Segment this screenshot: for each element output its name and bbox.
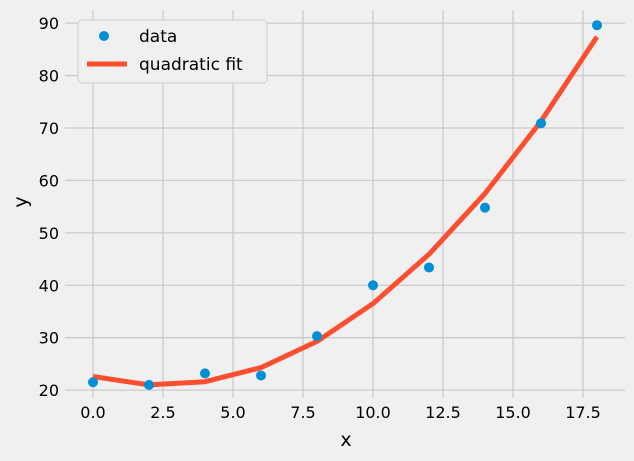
x-axis-label: x	[340, 429, 351, 451]
y-tick-label: 20	[39, 381, 59, 400]
data-point	[312, 331, 322, 342]
x-tick-label: 5.0	[220, 403, 245, 422]
x-tick-label: 10.0	[355, 403, 391, 422]
legend-label-quadratic-fit: quadratic fit	[139, 55, 243, 75]
legend-box	[77, 19, 268, 84]
x-tick-label: 7.5	[290, 403, 315, 422]
data-point	[88, 377, 98, 388]
y-tick-label: 90	[39, 14, 59, 33]
x-tick-label: 2.5	[150, 403, 175, 422]
y-tick-label: 50	[39, 224, 59, 243]
y-tick-label: 60	[39, 171, 59, 190]
legend-marker-data	[99, 31, 109, 41]
x-tick-label: 12.5	[425, 403, 461, 422]
legend: data quadratic fit	[77, 19, 268, 84]
data-point	[144, 379, 154, 390]
legend-label-data: data	[139, 27, 177, 47]
tick-labels: 0.0 2.5 5.0 7.5 10.0 12.5 15.0 17.5 20 30 40 50 60 70…	[39, 14, 601, 422]
x-tick-label: 0.0	[80, 403, 105, 422]
series-line-quadratic-fit	[92, 35, 600, 388]
x-tick-label: 17.5	[565, 403, 601, 422]
plot-area	[88, 20, 602, 390]
data-point	[480, 202, 490, 213]
data-point	[200, 368, 210, 379]
data-point	[424, 262, 434, 273]
data-point	[592, 20, 602, 31]
y-tick-label: 30	[39, 329, 59, 348]
data-point	[536, 118, 546, 129]
data-point	[256, 370, 266, 381]
x-tick-label: 15.0	[495, 403, 531, 422]
y-tick-label: 70	[39, 119, 59, 138]
y-axis-label: y	[10, 196, 32, 207]
data-point	[368, 280, 378, 291]
y-tick-label: 40	[39, 276, 59, 295]
y-tick-label: 80	[39, 67, 59, 86]
